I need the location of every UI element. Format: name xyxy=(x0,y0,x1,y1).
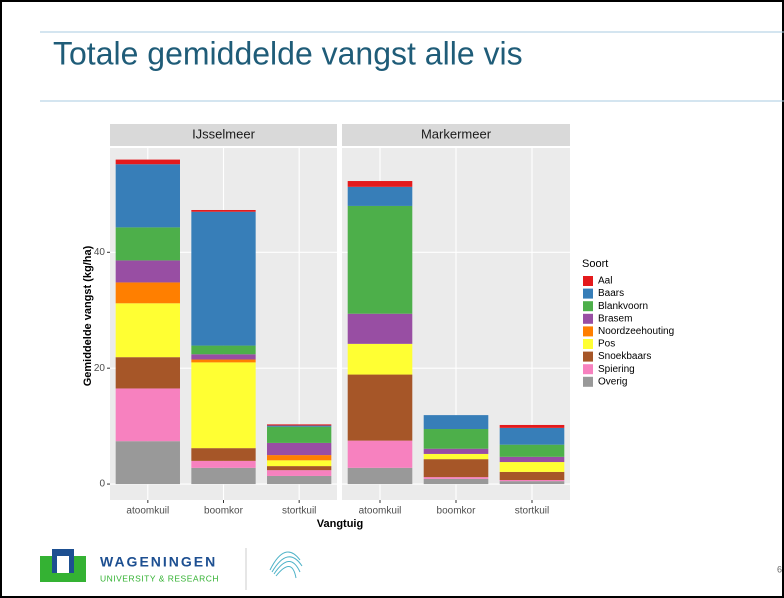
bar-segment xyxy=(115,282,180,304)
bar-segment xyxy=(115,164,180,228)
bar-segment xyxy=(423,448,489,454)
bar-segment xyxy=(347,181,413,187)
chart: IJsselmeer 0 20 40 atoomkuil boomkor stortkuil… xyxy=(82,124,674,530)
x-tick-label: atoomkuil xyxy=(126,506,169,517)
y-axis-label: Gemiddelde vangst (kg/ha) xyxy=(82,245,94,386)
bar-segment xyxy=(423,415,489,430)
logo-curve xyxy=(275,566,297,579)
bar-segment xyxy=(191,354,256,360)
bar-segment xyxy=(347,343,413,375)
bar-segment xyxy=(115,388,180,442)
bar-segment xyxy=(267,424,332,426)
legend-swatch xyxy=(583,339,593,349)
bar-segment xyxy=(499,471,565,481)
logo-shape xyxy=(57,556,69,573)
bar-segment xyxy=(423,478,489,485)
bar-segment xyxy=(347,313,413,344)
legend-swatch xyxy=(583,301,593,312)
bar-segment xyxy=(499,456,565,463)
bar-segment xyxy=(115,227,180,261)
x-tick-label: boomkor xyxy=(437,506,477,517)
legend-label: Blankvoorn xyxy=(598,301,648,312)
bar-segment xyxy=(347,186,413,206)
logo-name: WAGENINGEN xyxy=(100,554,217,570)
y-tick-label: 40 xyxy=(94,247,106,258)
legend-label: Pos xyxy=(598,339,615,350)
y-tick-label: 20 xyxy=(94,363,106,374)
legend-swatch xyxy=(583,326,593,337)
legend-swatch xyxy=(583,364,593,375)
legend-swatch xyxy=(583,376,593,387)
legend-label: Snoekbaars xyxy=(598,351,651,362)
legend-label: Aal xyxy=(598,276,612,287)
bar-segment xyxy=(267,475,332,485)
legend-label: Overig xyxy=(598,376,627,387)
bar-segment xyxy=(267,466,332,471)
bar-segment xyxy=(499,424,565,428)
bar-segment xyxy=(499,444,565,457)
x-tick-label: stortkuil xyxy=(515,506,549,517)
logo-curve xyxy=(269,551,301,571)
bar-segment xyxy=(347,205,413,314)
bar-segment xyxy=(115,357,180,389)
bar-segment xyxy=(191,362,256,449)
bar-segment xyxy=(423,429,489,449)
facet-title: IJsselmeer xyxy=(192,126,256,141)
slide-title: Totale gemiddelde vangst alle vis xyxy=(53,35,523,71)
bar-segment xyxy=(115,260,180,283)
bar-segment xyxy=(267,426,332,443)
bar-segment xyxy=(267,442,332,456)
bar-segment xyxy=(115,159,180,165)
bar-segment xyxy=(423,453,489,460)
x-tick-label: atoomkuil xyxy=(359,506,402,517)
bar-segment xyxy=(191,448,256,461)
x-tick-label: boomkor xyxy=(204,506,244,517)
bar-segment xyxy=(499,427,565,445)
legend-title: Soort xyxy=(582,258,608,270)
bar-segment xyxy=(191,359,256,363)
x-tick-label: stortkuil xyxy=(282,506,316,517)
bar-segment xyxy=(191,345,256,355)
legend-swatch xyxy=(583,313,593,324)
bar-segment xyxy=(267,470,332,476)
legend-label: Brasem xyxy=(598,313,632,324)
event-logo xyxy=(269,551,303,579)
bar-segment xyxy=(191,460,256,468)
bar-segment xyxy=(499,462,565,472)
bar-segment xyxy=(499,480,565,482)
y-tick-label: 0 xyxy=(99,479,105,490)
bar-segment xyxy=(423,477,489,479)
bar-segment xyxy=(191,209,256,212)
legend-swatch xyxy=(583,276,593,286)
legend-label: Spiering xyxy=(598,364,635,375)
bar-segment xyxy=(347,374,413,441)
legend-swatch xyxy=(583,351,593,362)
bar-segment xyxy=(191,467,256,485)
bar-segment xyxy=(115,441,180,485)
facet-title: Markermeer xyxy=(421,126,492,141)
legend-swatch xyxy=(583,288,593,299)
legend-label: Baars xyxy=(598,288,624,299)
wur-logo xyxy=(40,549,86,582)
bar-segment xyxy=(499,481,565,485)
logo-curve xyxy=(273,561,301,575)
facet-strip xyxy=(342,124,570,146)
bar-segment xyxy=(267,460,332,467)
page-number: 6 xyxy=(777,564,782,574)
facet-strip xyxy=(110,124,337,146)
x-axis-label: Vangtuig xyxy=(317,518,363,530)
bar-segment xyxy=(347,440,413,468)
logo-curve xyxy=(271,556,303,573)
bar-segment xyxy=(423,459,489,478)
bar-segment xyxy=(347,467,413,485)
logo-sub: UNIVERSITY & RESEARCH xyxy=(100,573,219,583)
bar-segment xyxy=(267,425,332,427)
bar-segment xyxy=(267,455,332,461)
bar-segment xyxy=(115,303,180,358)
bar-segment xyxy=(191,211,256,346)
legend-label: Noordzeehouting xyxy=(598,326,674,337)
